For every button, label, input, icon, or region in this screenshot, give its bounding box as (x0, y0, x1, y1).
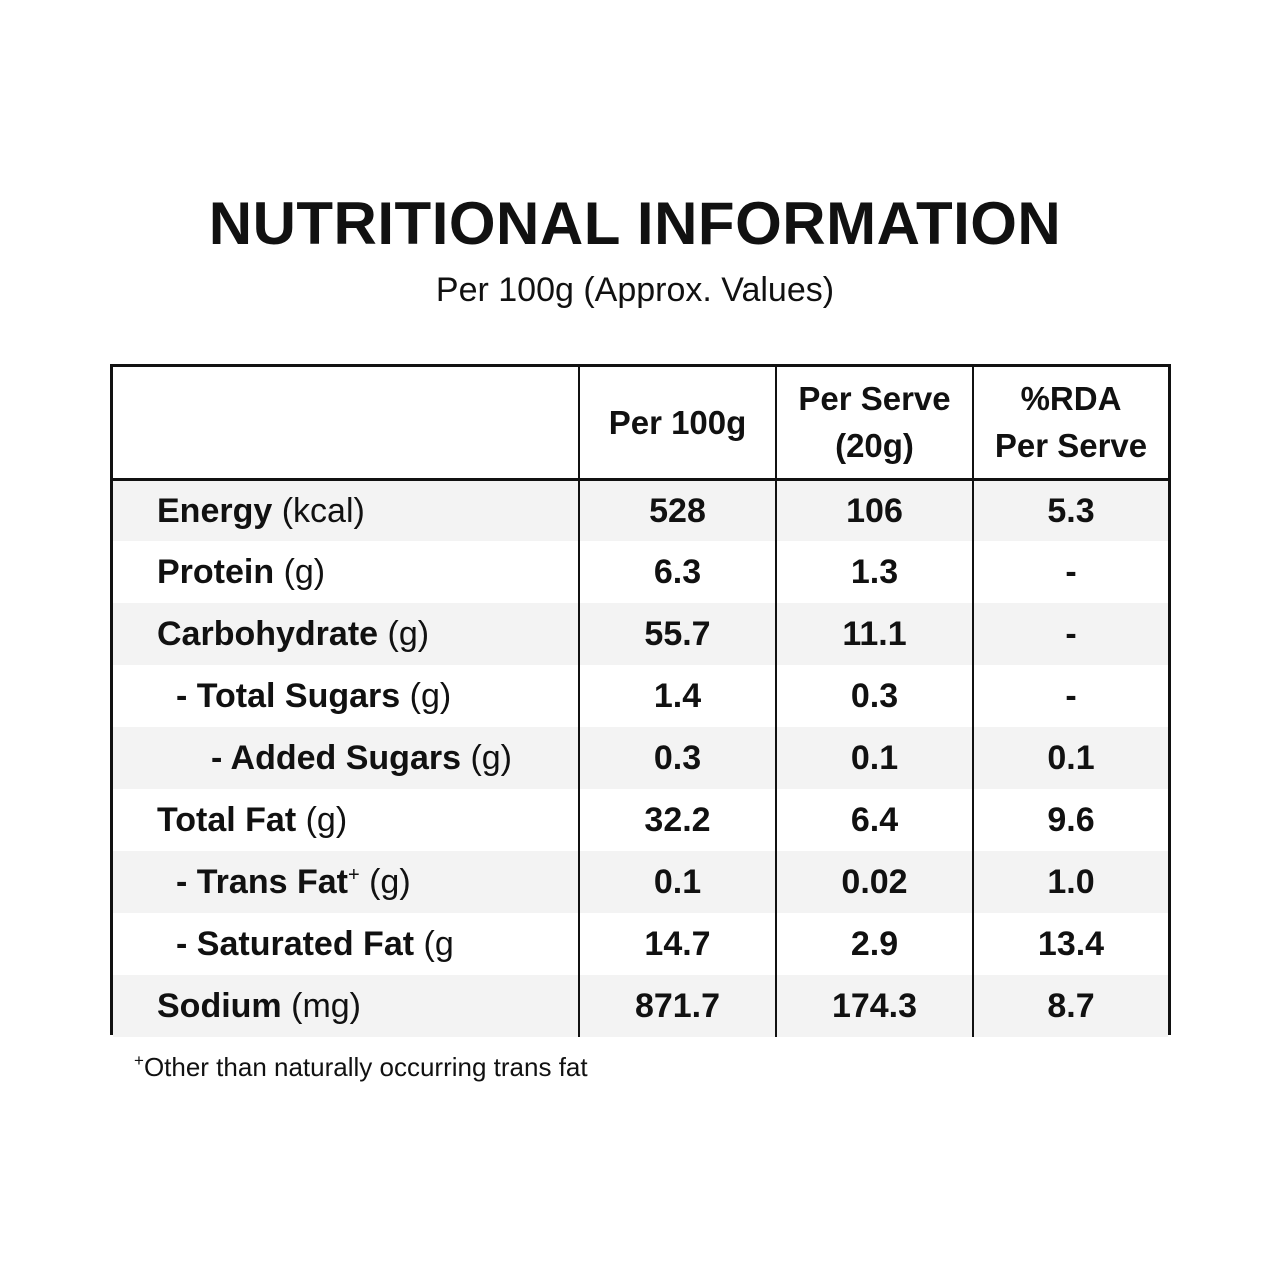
nutrition-table-frame: Per 100g Per Serve (20g) %RDA Per Serve … (110, 364, 1171, 1037)
footnote-mark: + (347, 864, 360, 886)
nutrient-unit: (kcal) (272, 491, 365, 530)
table-row-energy: Energy (kcal) 528 106 5.3 (113, 479, 1168, 541)
nutrient-unit: (mg) (281, 987, 361, 1025)
header-nutrient-blank (113, 367, 579, 481)
row-label: - Total Sugars (g) (113, 665, 579, 727)
row-prefix: - (176, 925, 197, 963)
nutrient-name: Added Sugars (230, 739, 461, 777)
header-rda: %RDA Per Serve (972, 367, 1168, 481)
cell-per-serve: 106 (775, 479, 973, 541)
cell-per-serve: 0.1 (775, 727, 973, 789)
table-row-sodium: Sodium (mg) 871.7 174.3 8.7 (113, 975, 1168, 1037)
cell-per-100g: 55.7 (578, 603, 776, 665)
page-title: NUTRITIONAL INFORMATION (208, 190, 1062, 257)
cell-rda: 8.7 (972, 975, 1168, 1037)
nutrition-table: Per 100g Per Serve (20g) %RDA Per Serve … (113, 367, 1168, 1037)
cell-rda: - (972, 541, 1168, 603)
nutrient-unit: (g) (461, 739, 512, 777)
cell-per-100g: 0.3 (578, 727, 776, 789)
header-rda-line2: Per Serve (994, 427, 1148, 465)
row-prefix: - (176, 677, 197, 715)
table-row-protein: Protein (g) 6.3 1.3 - (113, 541, 1168, 603)
cell-per-serve: 1.3 (775, 541, 973, 603)
nutrient-unit: (g) (274, 553, 326, 591)
nutrient-name: Total Sugars (196, 677, 401, 715)
nutrient-name: Protein (157, 553, 275, 591)
row-label: Total Fat (g) (113, 789, 579, 851)
cell-per-serve: 0.3 (775, 665, 973, 727)
nutrient-name: Energy (157, 491, 273, 530)
cell-per-100g: 32.2 (578, 789, 776, 851)
table-row-added-sugars: - Added Sugars (g) 0.3 0.1 0.1 (113, 727, 1168, 789)
row-label: Carbohydrate (g) (113, 603, 579, 665)
table-row-total-fat: Total Fat (g) 32.2 6.4 9.6 (113, 789, 1168, 851)
nutrient-name: Total Fat (157, 801, 297, 839)
nutrient-unit: (g (414, 925, 454, 963)
header-per-serve: Per Serve (20g) (775, 367, 973, 481)
cell-per-100g: 0.1 (578, 851, 776, 913)
cell-rda: 0.1 (972, 727, 1168, 789)
footnote-mark: + (134, 1051, 144, 1070)
cell-per-100g: 528 (578, 479, 776, 541)
cell-rda: 13.4 (972, 913, 1168, 975)
cell-per-serve: 11.1 (775, 603, 973, 665)
nutrient-name: Carbohydrate (157, 615, 379, 653)
cell-rda: 5.3 (972, 479, 1168, 541)
nutrient-name: Saturated Fat (196, 925, 415, 963)
cell-per-100g: 14.7 (578, 913, 776, 975)
cell-per-100g: 871.7 (578, 975, 776, 1037)
cell-per-serve: 6.4 (775, 789, 973, 851)
row-label: - Trans Fat+ (g) (113, 851, 579, 913)
header-rda-line1: %RDA (1020, 380, 1122, 418)
header-per-100g: Per 100g (578, 367, 776, 481)
cell-per-serve: 0.02 (775, 851, 973, 913)
nutrient-unit: (g) (359, 863, 411, 901)
table-row-total-sugars: - Total Sugars (g) 1.4 0.3 - (113, 665, 1168, 727)
row-label: Protein (g) (113, 541, 579, 603)
footnote-text: Other than naturally occurring trans fat (143, 1052, 588, 1082)
cell-rda: 9.6 (972, 789, 1168, 851)
cell-per-serve: 174.3 (775, 975, 973, 1037)
nutrient-unit: (g) (296, 801, 348, 839)
nutrient-unit: (g) (400, 677, 452, 715)
row-label: - Added Sugars (g) (113, 727, 579, 789)
row-prefix: - (211, 739, 231, 777)
cell-rda: - (972, 665, 1168, 727)
page-subtitle: Per 100g (Approx. Values) (435, 271, 835, 309)
row-label: - Saturated Fat (g (113, 913, 579, 975)
nutrient-name: Sodium (157, 987, 282, 1025)
nutrient-unit: (g) (378, 615, 430, 653)
row-label: Sodium (mg) (113, 975, 579, 1037)
cell-per-100g: 6.3 (578, 541, 776, 603)
cell-per-100g: 1.4 (578, 665, 776, 727)
table-row-carbohydrate: Carbohydrate (g) 55.7 11.1 - (113, 603, 1168, 665)
table-header-row: Per 100g Per Serve (20g) %RDA Per Serve (113, 367, 1168, 481)
footnote: +Other than naturally occurring trans fa… (134, 1050, 588, 1084)
row-label: Energy (kcal) (113, 479, 579, 541)
table-row-saturated-fat: - Saturated Fat (g 14.7 2.9 13.4 (113, 913, 1168, 975)
table-row-trans-fat: - Trans Fat+ (g) 0.1 0.02 1.0 (113, 851, 1168, 913)
cell-rda: 1.0 (972, 851, 1168, 913)
header-per-serve-line2: (20g) (835, 427, 914, 465)
row-prefix: - (176, 863, 197, 901)
cell-per-serve: 2.9 (775, 913, 973, 975)
cell-rda: - (972, 603, 1168, 665)
header-per-serve-line1: Per Serve (798, 380, 951, 418)
header-per-100g-label: Per 100g (608, 403, 747, 441)
nutrient-name: Trans Fat (196, 863, 348, 901)
